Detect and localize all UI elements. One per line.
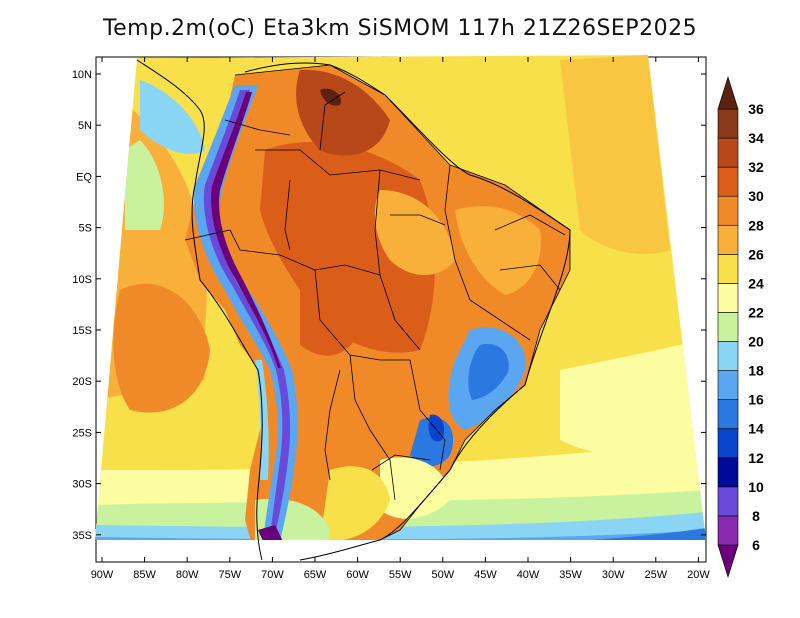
- lon-label: 65W: [304, 569, 327, 581]
- map-title: Temp.2m(oC) Eta3km SiSMOM 117h 21Z26SEP2…: [102, 16, 698, 41]
- lon-ticks: [101, 57, 699, 562]
- colorbar-label: 16: [748, 392, 764, 408]
- lat-label: 5S: [79, 223, 92, 235]
- colorbar-lower-triangle: [717, 544, 739, 579]
- lon-label: 20W: [687, 569, 710, 581]
- colorbar-bin: [717, 195, 739, 226]
- colorbar-labels: 6 8 10 12 14 16 18 20 22 24 26 28 30 32 34 36: [748, 101, 764, 553]
- colorbar-label: 20: [748, 334, 764, 350]
- colorbar-bin: [717, 283, 739, 313]
- colorbar-bin: [717, 341, 739, 371]
- colorbar-label: 6: [752, 537, 760, 553]
- lat-label: EQ: [76, 171, 92, 183]
- lat-label: 10N: [72, 69, 92, 81]
- lon-axis: 90W 85W 80W 75W 70W 65W 60W 55W 50W 45W 40W 35W 30W 2…: [91, 569, 711, 581]
- lat-label: 10S: [72, 274, 92, 286]
- colorbar-label: 8: [752, 508, 760, 524]
- colorbar-bin: [717, 370, 739, 400]
- lat-label: 35S: [72, 530, 92, 542]
- lat-ticks: [96, 73, 706, 536]
- lat-label: 20S: [72, 376, 92, 388]
- lon-label: 80W: [176, 569, 199, 581]
- lon-label: 45W: [474, 569, 497, 581]
- colorbar: [717, 75, 739, 579]
- lon-label: 30W: [602, 569, 625, 581]
- colorbar-bin: [717, 486, 739, 517]
- lat-label: 5N: [78, 120, 92, 132]
- colorbar-label: 14: [748, 421, 764, 437]
- lon-label: 75W: [218, 569, 241, 581]
- lon-label: 70W: [261, 569, 284, 581]
- colorbar-label: 26: [748, 246, 764, 262]
- lat-axis: 10N 5N EQ 5S 10S 15S 20S 25S 30S 35S: [72, 69, 93, 542]
- lon-label: 60W: [346, 569, 369, 581]
- temperature-field: [95, 55, 706, 540]
- colorbar-bin: [717, 457, 739, 488]
- lon-label: 35W: [559, 569, 582, 581]
- lon-label: 55W: [389, 569, 412, 581]
- colorbar-label: 30: [748, 188, 764, 204]
- colorbar-label: 32: [748, 159, 764, 175]
- lon-label: 50W: [431, 569, 454, 581]
- colorbar-label: 10: [748, 479, 764, 495]
- coastline: [136, 59, 571, 561]
- colorbar-bin: [717, 399, 739, 430]
- colorbar-label: 22: [748, 304, 764, 320]
- colorbar-bin: [717, 254, 739, 284]
- lon-label: 85W: [133, 569, 156, 581]
- colorbar-label: 34: [748, 130, 764, 146]
- colorbar-bin: [717, 428, 739, 459]
- lat-label: 25S: [72, 427, 92, 439]
- lon-label: 25W: [644, 569, 667, 581]
- colorbar-label: 24: [748, 275, 764, 291]
- colorbar-label: 12: [748, 450, 764, 466]
- lat-label: 15S: [72, 325, 92, 337]
- colorbar-label: 36: [748, 101, 764, 117]
- lon-label: 90W: [91, 569, 114, 581]
- colorbar-upper-triangle: [717, 75, 739, 110]
- colorbar-bin: [717, 166, 739, 197]
- colorbar-bin: [717, 108, 739, 139]
- colorbar-label: 18: [748, 363, 764, 379]
- colorbar-bin: [717, 515, 739, 546]
- lon-label: 40W: [517, 569, 540, 581]
- colorbar-bin: [717, 312, 739, 342]
- colorbar-bin: [717, 137, 739, 168]
- lat-label: 30S: [72, 479, 92, 491]
- colorbar-bin: [717, 224, 739, 255]
- colorbar-label: 28: [748, 217, 764, 233]
